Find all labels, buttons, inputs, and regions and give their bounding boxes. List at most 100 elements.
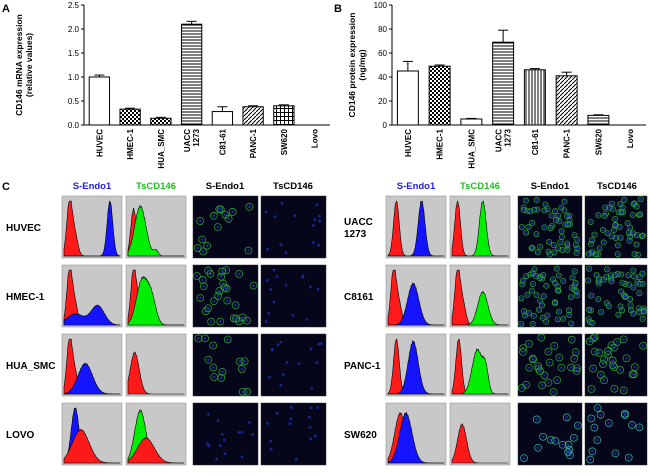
cell-nucleus — [620, 308, 624, 312]
cell-membrane — [633, 231, 640, 238]
cell-nucleus — [536, 364, 540, 368]
cell-nucleus — [196, 336, 200, 340]
cell-membrane — [590, 333, 599, 341]
cell-nucleus — [234, 303, 237, 307]
panel-b-letter: B — [334, 3, 342, 15]
cell-nucleus — [549, 226, 553, 230]
y-tick-label: 2.0 — [68, 25, 80, 34]
cell-nucleus — [567, 308, 571, 312]
cell-membrane — [606, 204, 613, 211]
cell-nucleus — [632, 373, 636, 376]
category-label: HUVEC — [404, 129, 413, 157]
panel-c-flow-and-images: C S-Endo1 TsCD146 S-Endo1 TsCD146 HUVEC HMEC-… — [2, 181, 648, 466]
cell-nucleus — [216, 225, 220, 229]
cell-nucleus — [619, 305, 622, 308]
cell-membrane — [572, 241, 579, 248]
cell-membrane — [621, 411, 629, 419]
cell-nucleus — [285, 361, 289, 364]
y-tick-label: 20 — [378, 97, 387, 106]
histogram-curve — [127, 351, 185, 395]
cell-membrane — [237, 365, 246, 373]
cell-nucleus — [561, 317, 565, 321]
histogram-curve — [451, 423, 509, 464]
cell-membrane — [604, 229, 611, 236]
cell-nucleus — [596, 406, 599, 410]
cell-nucleus — [590, 449, 594, 453]
cell-membrane — [612, 272, 619, 279]
cell-nucleus — [530, 289, 534, 293]
histogram-curve — [63, 304, 121, 326]
cell-nucleus — [522, 208, 526, 212]
cell-membrane — [608, 278, 615, 285]
cell-nucleus — [316, 406, 320, 409]
cell-nucleus — [535, 293, 538, 297]
histogram-curve — [63, 428, 121, 464]
cell-nucleus — [595, 438, 599, 442]
cell-nucleus — [270, 347, 274, 351]
cell-nucleus — [576, 424, 580, 427]
cell-membrane — [574, 292, 581, 299]
cell-membrane — [216, 205, 225, 214]
cell-nucleus — [633, 252, 636, 256]
bar — [587, 114, 610, 126]
cell-membrane — [531, 266, 538, 273]
cell-nucleus — [628, 235, 632, 238]
cell-membrane — [562, 413, 571, 422]
cell-membrane — [612, 215, 619, 222]
cell-membrane — [555, 245, 562, 252]
cell-membrane — [555, 353, 564, 362]
cell-nucleus — [598, 246, 601, 250]
cell-nucleus — [557, 274, 561, 277]
cell-membrane — [528, 245, 535, 252]
bar — [88, 76, 111, 126]
cell-nucleus — [635, 205, 639, 208]
cell-nucleus — [535, 232, 538, 236]
cell-membrane — [522, 197, 529, 204]
cell-nucleus — [552, 243, 556, 247]
cell-membrane — [557, 363, 566, 372]
cell-nucleus — [275, 411, 279, 415]
cell-nucleus — [642, 309, 646, 313]
cell-nucleus — [523, 314, 527, 317]
cell-nucleus — [639, 197, 643, 201]
cell-membrane — [543, 282, 550, 289]
cell-nucleus — [216, 294, 220, 298]
cell-nucleus — [527, 225, 530, 229]
cell-membrane — [219, 279, 228, 288]
cell-nucleus — [573, 233, 576, 237]
cell-nucleus — [561, 248, 564, 252]
cell-membrane — [554, 287, 561, 294]
cell-nucleus — [538, 276, 541, 280]
cell-nucleus — [315, 361, 319, 364]
cell-nucleus — [626, 273, 630, 277]
cell-nucleus — [565, 248, 569, 252]
cell-membrane — [204, 355, 213, 364]
cell-nucleus — [548, 361, 552, 364]
cell-nucleus — [610, 202, 614, 206]
cell-nucleus — [631, 286, 635, 289]
cell-nucleus — [522, 309, 526, 313]
cell-membrane — [518, 320, 525, 327]
cell-nucleus — [568, 218, 571, 222]
cell-membrane — [567, 294, 574, 301]
cell-membrane — [537, 333, 546, 342]
cell-nucleus — [524, 274, 528, 278]
cell-membrane — [639, 315, 646, 322]
cell-membrane — [564, 448, 572, 457]
cell-nucleus — [279, 340, 283, 344]
cell-nucleus — [637, 306, 641, 310]
cell-nucleus — [220, 432, 224, 436]
cell-membrane — [220, 283, 229, 292]
cell-membrane — [588, 447, 597, 456]
cell-nucleus — [293, 214, 297, 218]
cell-nucleus — [544, 203, 547, 206]
cell-nucleus — [538, 245, 542, 249]
cell-membrane — [585, 337, 594, 346]
bar — [273, 105, 295, 126]
cell-nucleus — [565, 242, 569, 246]
cell-membrane — [603, 347, 612, 355]
cell-nucleus — [536, 446, 540, 450]
cell-nucleus — [544, 320, 548, 324]
y-tick-label: 80 — [378, 25, 387, 34]
cell-nucleus — [212, 375, 216, 379]
